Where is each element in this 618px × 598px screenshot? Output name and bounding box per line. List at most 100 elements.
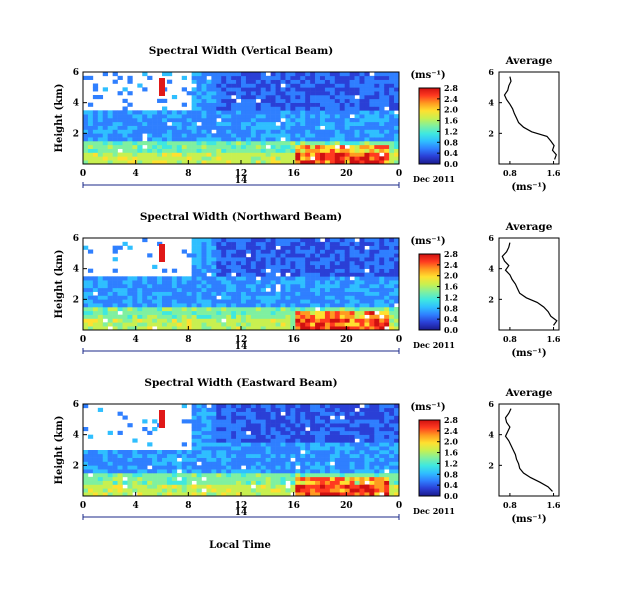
heatmap-cell [359,307,365,312]
heatmap-cell [260,461,266,466]
heatmap-cell [236,430,242,435]
heatmap-cell [379,98,385,103]
heatmap-cell [344,280,350,285]
heatmap-cell [191,430,197,435]
heatmap-cell [364,469,370,474]
heatmap-cell [132,488,138,493]
heatmap-cell [374,75,380,80]
heatmap-cell [221,141,227,146]
heatmap-cell [354,446,360,451]
heatmap-cell [369,465,375,470]
heatmap-cell [290,314,296,319]
heatmap-cell [83,144,89,149]
heatmap-cell [280,72,286,77]
heatmap-cell [196,148,202,153]
x-tick-label: 12 [235,169,248,179]
heatmap-cell [255,314,262,319]
heatmap-cell [162,280,168,285]
heatmap-cell [305,469,311,474]
heatmap-cell [305,91,311,96]
heatmap-cell [359,295,365,300]
heatmap-cell [389,249,395,254]
heatmap-cell [285,245,291,250]
heatmap-cell [265,114,271,119]
date-label: Dec 2011 [413,340,455,350]
heatmap-cell [231,268,237,273]
heatmap-cell [369,249,375,254]
heatmap-cell [364,295,370,300]
heatmap-cell [221,91,227,96]
heatmap-cell [186,484,192,489]
heatmap-cell [211,476,217,481]
heatmap-cell [250,404,257,409]
heatmap-cell [354,280,360,285]
heatmap-cell [250,253,257,258]
heatmap-cell [260,125,266,130]
heatmap-cell [374,484,380,489]
heatmap-cell [216,125,222,130]
heatmap-cell [245,318,252,323]
heatmap-cell [265,106,271,111]
heatmap-cell [201,102,207,107]
heatmap-cell [97,307,104,312]
heatmap-cell [241,284,247,289]
heatmap-cell [137,144,143,149]
heatmap-cell [295,442,301,447]
heatmap-cell [369,307,375,312]
heatmap-cell [369,83,375,88]
heatmap-cell [275,118,281,123]
colorbar-tick-label: 1.2 [444,458,458,468]
heatmap-cell [83,291,89,296]
heatmap-cell [354,427,360,432]
heatmap-cell [112,133,118,138]
heatmap-cell [236,287,242,292]
heatmap-cell [280,461,286,466]
heatmap-cell [315,469,321,474]
heatmap-cell [305,434,311,439]
heatmap-cell [102,457,108,462]
heatmap-cell [186,276,192,281]
heatmap-cell [221,121,227,126]
heatmap-cell [226,461,232,466]
heatmap-cell [394,87,400,92]
heatmap-cell [379,404,385,409]
heatmap-cell [270,261,276,266]
heatmap-cell [245,476,252,481]
heatmap-cell [147,110,153,115]
heatmap-cell [137,484,143,489]
heatmap-cell [181,299,187,304]
heatmap-cell [349,427,355,432]
heatmap-cell [300,268,306,273]
heatmap-cell [250,465,257,470]
heatmap-cell [260,465,266,470]
heatmap-cell [324,450,331,455]
heatmap-cell [152,453,158,458]
heatmap-cell [87,284,94,289]
heatmap-cell [147,253,153,258]
heatmap-cell [384,261,390,266]
heatmap-cell [216,488,222,493]
heatmap-cell [191,238,197,243]
heatmap-cell [231,430,237,435]
heatmap-cell [260,295,266,300]
heatmap-cell [102,125,108,130]
heatmap-cell [191,488,197,493]
heatmap-cell [112,276,118,281]
heatmap-cell [260,245,266,250]
heatmap-cell [270,118,276,123]
heatmap-cell [186,125,192,130]
heatmap-cell [339,268,345,273]
heatmap-cell [359,152,365,157]
heatmap-cell [171,318,178,323]
heatmap-cell [92,95,99,100]
heatmap-cell [334,87,341,92]
heatmap-cell [285,419,291,424]
heatmap-cell [162,125,168,130]
heatmap-cell [137,326,143,331]
heatmap-cell [226,141,232,146]
heatmap-cell [305,245,311,250]
heatmap-cell [157,480,163,485]
heatmap-cell [83,303,89,308]
heatmap-cell [315,326,321,331]
heatmap-cell [295,106,301,111]
